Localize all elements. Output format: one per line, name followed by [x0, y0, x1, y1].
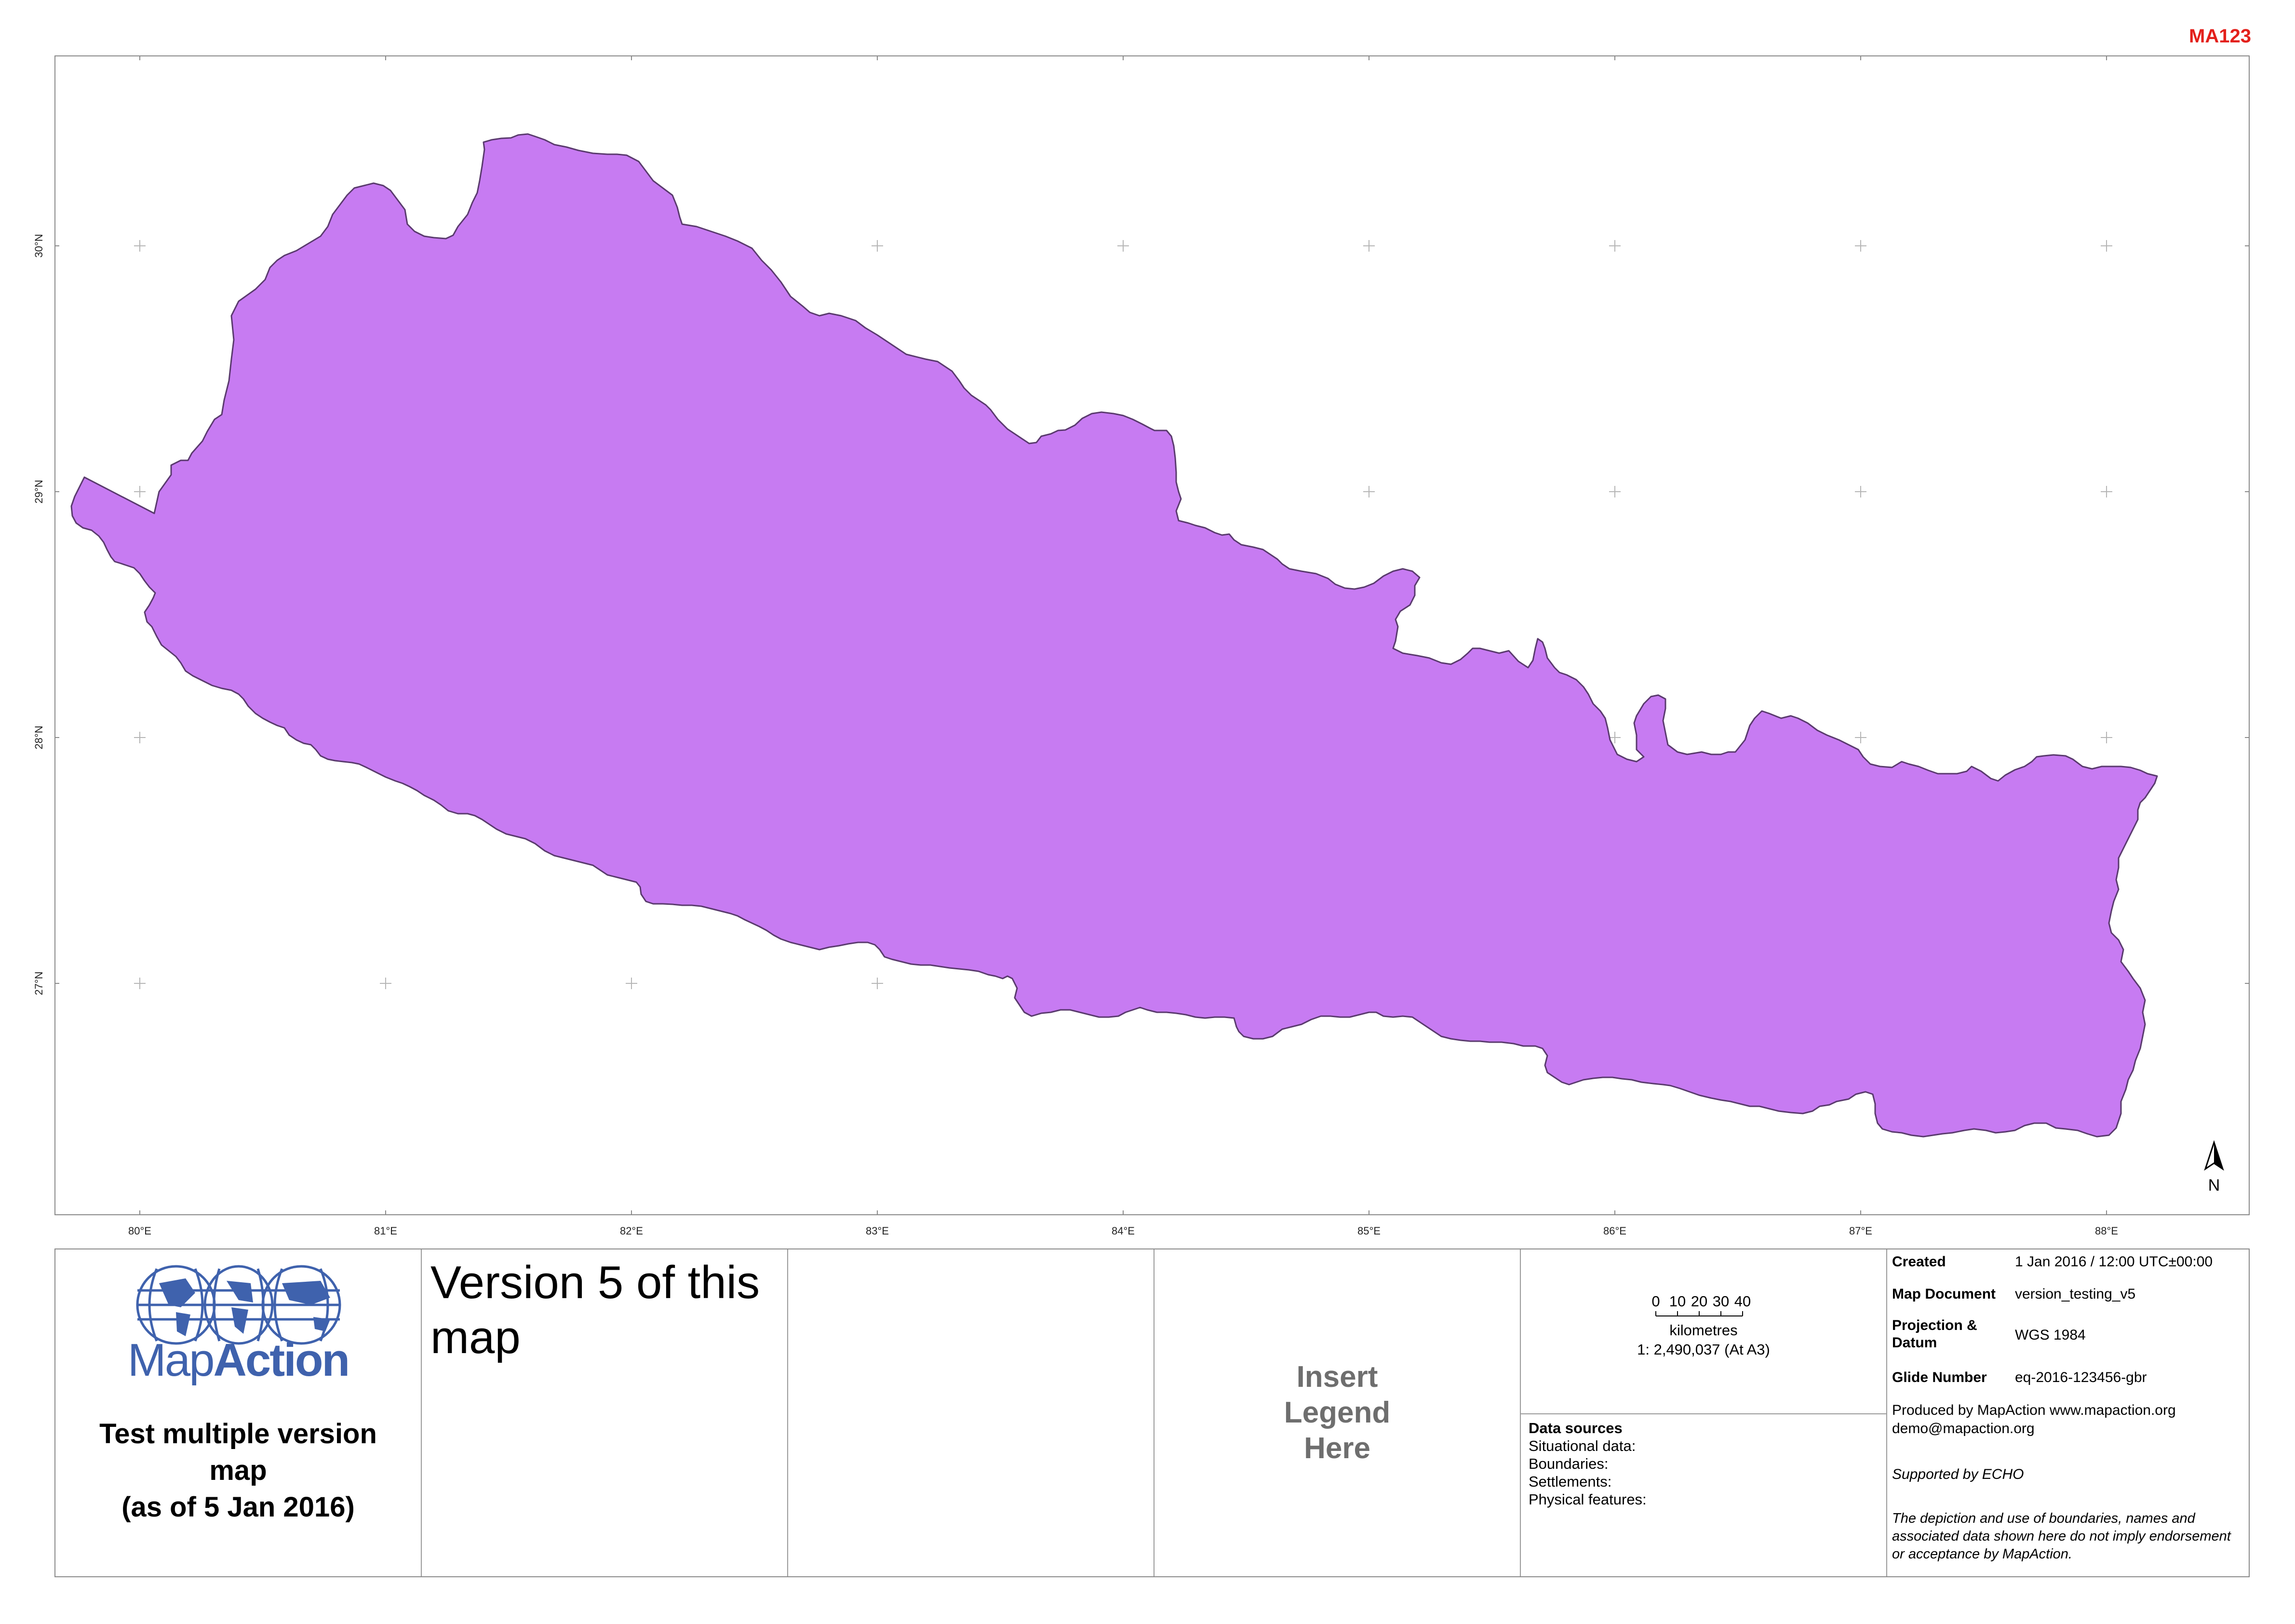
legend-panel: Insert Legend Here [1154, 1249, 1521, 1576]
latitude-label: 30°N [33, 234, 45, 257]
scale-sources-panel: 0 10 20 30 40 kilometres 1: 2,490,037 (At A3… [1521, 1249, 1887, 1576]
mapaction-globe-logo [136, 1265, 341, 1345]
mapaction-wordmark: MapAction [127, 1334, 350, 1386]
longitude-label: 88°E [2095, 1225, 2118, 1237]
map-title: Test multiple version map (as of 5 Jan 2… [75, 1416, 402, 1526]
data-source-item: Physical features: [1529, 1491, 1647, 1508]
disclaimer: The depiction and use of boundaries, nam… [1892, 1511, 2231, 1562]
created-value: 1 Jan 2016 / 12:00 UTC±00:00 [2015, 1254, 2213, 1270]
produced-by: Produced by MapAction www.mapaction.org … [1892, 1401, 2176, 1438]
scale-tick-label: 0 [1651, 1293, 1660, 1310]
data-source-item: Boundaries: [1529, 1455, 1609, 1472]
scale-tick-label: 20 [1691, 1293, 1707, 1310]
glide-number-label: Glide Number [1892, 1369, 1987, 1385]
north-arrow-label: N [2208, 1176, 2220, 1195]
data-sources-heading: Data sources [1529, 1420, 1623, 1436]
created-label: Created [1892, 1254, 1946, 1270]
produced-by-text: Produced by MapAction www.mapaction.org [1892, 1402, 2176, 1418]
metadata-panel: Created 1 Jan 2016 / 12:00 UTC±00:00 Map… [1887, 1249, 2251, 1576]
scale-tick-label: 10 [1669, 1293, 1686, 1310]
map-document-value: version_testing_v5 [2015, 1286, 2136, 1302]
scale-bar-box: 0 10 20 30 40 kilometres 1: 2,490,037 (At A3… [1521, 1249, 1886, 1414]
version-description-panel: Version 5 of this map [422, 1249, 788, 1576]
longitude-label: 86°E [1603, 1225, 1626, 1237]
version-text: Version 5 of this map [430, 1257, 760, 1363]
longitude-label: 80°E [128, 1225, 151, 1237]
longitude-label: 82°E [620, 1225, 643, 1237]
data-source-item: Situational data: [1529, 1437, 1636, 1454]
country-polygon-nepal[interactable] [70, 133, 2158, 1138]
legend-placeholder: Insert Legend Here [1284, 1360, 1391, 1465]
scale-tick-label: 30 [1713, 1293, 1729, 1310]
logo-title-panel: MapAction Test multiple version map (as … [55, 1249, 422, 1576]
map-reference-code: MA123 [2189, 26, 2251, 47]
map-title-line-2: map [209, 1455, 267, 1486]
data-source-item: Settlements: [1529, 1473, 1612, 1490]
projection-label: Projection & Datum [1892, 1317, 1977, 1351]
latitude-label: 27°N [33, 971, 45, 995]
marginalia-panel: MapAction Test multiple version map (as … [54, 1248, 2250, 1577]
longitude-label: 81°E [374, 1225, 397, 1237]
scale-units: kilometres [1669, 1322, 1738, 1339]
supported-by: Supported by ECHO [1892, 1466, 2024, 1482]
north-arrow [2204, 1140, 2224, 1171]
longitude-label: 87°E [1849, 1225, 1872, 1237]
map-title-line-3: (as of 5 Jan 2016) [121, 1491, 355, 1523]
longitude-label: 84°E [1112, 1225, 1135, 1237]
longitude-label: 83°E [866, 1225, 889, 1237]
scale-bar: 0 10 20 30 40 [1651, 1293, 1751, 1316]
contact-email: demo@mapaction.org [1892, 1421, 2035, 1436]
glide-number-value: eq-2016-123456-gbr [2015, 1369, 2147, 1385]
longitude-label: 85°E [1357, 1225, 1381, 1237]
map-document-label: Map Document [1892, 1286, 1996, 1302]
latitude-label: 28°N [33, 725, 45, 749]
projection-value: WGS 1984 [2015, 1327, 2086, 1343]
summary-panel [788, 1249, 1154, 1576]
data-sources: Data sources Situational data: Boundarie… [1529, 1419, 1647, 1508]
latitude-label: 29°N [33, 480, 45, 503]
scale-tick-label: 40 [1734, 1293, 1751, 1310]
scale-ratio: 1: 2,490,037 (At A3) [1637, 1341, 1770, 1358]
map-title-line-1: Test multiple version [99, 1418, 377, 1450]
